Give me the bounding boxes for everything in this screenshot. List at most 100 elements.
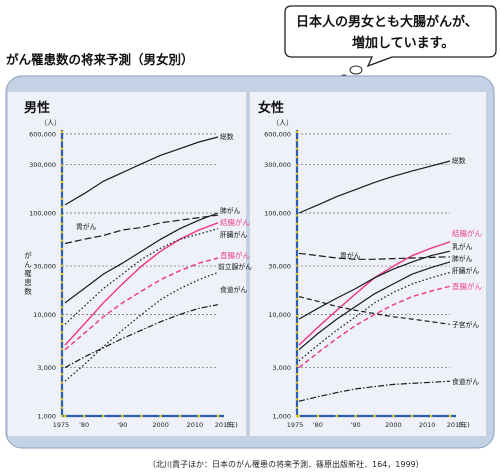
axis-tick-dot bbox=[295, 297, 299, 301]
axis-tick-dot bbox=[60, 231, 64, 234]
axis-tick-dot bbox=[429, 414, 433, 418]
axis-tick-dot bbox=[295, 239, 299, 242]
axis-tick-dot bbox=[60, 247, 64, 251]
series-line bbox=[64, 228, 219, 325]
axis-tick-dot bbox=[60, 139, 64, 142]
axis-tick-dot bbox=[60, 322, 64, 326]
axis-tick-dot bbox=[60, 364, 64, 368]
plot-bg-male bbox=[8, 92, 246, 436]
axis-tick-dot bbox=[335, 414, 339, 418]
axis-tick-dot bbox=[60, 189, 64, 192]
axis-tick-dot bbox=[295, 247, 299, 251]
x-tick-label: '90 bbox=[117, 421, 127, 429]
y-tick-label: 3,000 bbox=[37, 364, 56, 372]
axis-tick-dot bbox=[60, 239, 64, 242]
axis-tick-dot bbox=[295, 406, 299, 409]
series-label: 食道がん bbox=[220, 285, 247, 294]
axis-tick-dot bbox=[295, 398, 299, 401]
y-axis-label: 患 bbox=[24, 277, 32, 287]
axis-tick-dot bbox=[121, 414, 124, 418]
y-axis-label: が bbox=[24, 250, 32, 260]
axis-tick-dot bbox=[295, 381, 299, 384]
axis-tick-dot bbox=[295, 272, 299, 276]
x-tick-label: 2010 bbox=[419, 421, 436, 429]
y-axis-label: 罹 bbox=[24, 269, 32, 278]
y-tick-label: 3,000 bbox=[272, 364, 291, 372]
axis-tick-dot bbox=[295, 331, 299, 334]
axis-tick-dot bbox=[60, 398, 64, 401]
series-line bbox=[64, 136, 219, 206]
y-tick-label: 600,000 bbox=[264, 131, 291, 139]
series-line bbox=[298, 261, 451, 351]
series-label: 前立腺がん bbox=[218, 262, 252, 271]
x-tick-label: 2010 bbox=[187, 421, 204, 429]
axis-tick-dot bbox=[295, 281, 299, 284]
axis-tick-dot bbox=[63, 414, 67, 418]
axis-tick-dot bbox=[295, 189, 299, 192]
speech-bubble: 日本人の男女とも大腸がんが、 増加しています。 bbox=[284, 5, 497, 82]
axis-tick-dot bbox=[316, 414, 320, 418]
axis-tick-dot bbox=[295, 172, 299, 175]
axis-tick-dot bbox=[295, 180, 299, 184]
series-label: 胃がん bbox=[76, 222, 97, 231]
axis-tick-dot bbox=[295, 373, 299, 376]
axis-tick-dot bbox=[295, 314, 299, 317]
bubble-line2: 増加しています。 bbox=[352, 35, 454, 51]
axis-tick-dot bbox=[295, 414, 299, 418]
axis-tick-dot bbox=[295, 356, 299, 359]
axis-tick-dot bbox=[295, 322, 299, 326]
y-tick-label: 600,000 bbox=[29, 131, 56, 139]
axis-tick-dot bbox=[60, 155, 64, 159]
unit-label: （人） bbox=[40, 119, 61, 127]
axis-tick-dot bbox=[60, 347, 64, 351]
x-tick-label: 2015 bbox=[447, 421, 464, 429]
plot-bg-female bbox=[250, 92, 486, 436]
axis-tick-dot bbox=[295, 130, 299, 134]
axis-tick-dot bbox=[373, 414, 376, 418]
axis-tick-dot bbox=[295, 264, 299, 267]
axis-tick-dot bbox=[60, 172, 64, 175]
axis-tick-dot bbox=[448, 414, 452, 418]
axis-tick-dot bbox=[60, 256, 64, 259]
x-tick-label: (年) bbox=[458, 420, 470, 429]
axis-tick-dot bbox=[60, 164, 64, 167]
y-tick-label: 1,000 bbox=[37, 413, 56, 421]
x-tick-label: 1975 bbox=[287, 421, 304, 429]
series-line bbox=[64, 214, 219, 245]
series-label: 直腸がん bbox=[220, 250, 250, 260]
axis-tick-dot bbox=[60, 272, 64, 276]
female-panel: 女性 （人） 1,000 3,000 10,000 30,000 100,000 300,00… bbox=[258, 100, 482, 429]
series-label: 肺がん bbox=[220, 206, 241, 215]
series-label: 乳がん bbox=[452, 242, 473, 251]
axis-tick-dot bbox=[60, 314, 64, 317]
series-label: 肝臓がん bbox=[452, 266, 479, 275]
axis-tick-dot bbox=[197, 414, 201, 418]
series-line bbox=[64, 304, 219, 369]
axis-tick-dot bbox=[178, 414, 182, 418]
axis-tick-dot bbox=[410, 414, 414, 418]
series-line bbox=[64, 222, 219, 346]
panel-title: 女性 bbox=[258, 100, 284, 116]
axis-tick-dot bbox=[295, 147, 299, 150]
y-axis-label: ん bbox=[24, 260, 32, 269]
axis-tick-dot bbox=[295, 214, 299, 217]
series-label: 食道がん bbox=[452, 377, 479, 386]
axis-tick-dot bbox=[295, 205, 299, 209]
axis-tick-dot bbox=[60, 339, 64, 343]
y-tick-label: 30,000 bbox=[33, 263, 56, 271]
axis-tick-dot bbox=[295, 231, 299, 234]
axis-tick-dot bbox=[295, 289, 299, 292]
series-label: 総数 bbox=[220, 132, 234, 141]
axis-tick-dot bbox=[295, 364, 299, 368]
x-tick-label: '90 bbox=[351, 421, 361, 429]
axis-tick-dot bbox=[60, 289, 64, 292]
y-tick-label: 10,000 bbox=[268, 311, 291, 319]
axis-tick-dot bbox=[82, 414, 86, 418]
axis-tick-dot bbox=[295, 155, 299, 159]
axis-tick-dot bbox=[60, 214, 64, 217]
series-line bbox=[298, 285, 451, 369]
series-label: 総数 bbox=[452, 156, 466, 165]
series-line bbox=[64, 257, 219, 351]
series-label: 肺がん bbox=[452, 254, 473, 263]
